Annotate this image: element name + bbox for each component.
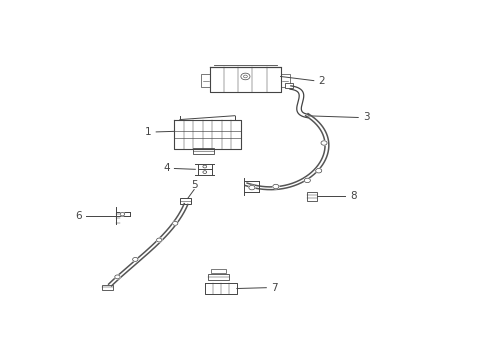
Text: 6: 6 (75, 211, 82, 221)
FancyBboxPatch shape (193, 148, 214, 154)
Text: 4: 4 (163, 163, 170, 174)
FancyBboxPatch shape (208, 274, 229, 280)
FancyBboxPatch shape (180, 198, 191, 204)
Circle shape (172, 221, 178, 225)
Circle shape (115, 275, 120, 279)
FancyBboxPatch shape (281, 75, 290, 87)
Text: 7: 7 (271, 283, 277, 293)
Circle shape (249, 185, 255, 190)
FancyBboxPatch shape (201, 75, 210, 87)
FancyBboxPatch shape (285, 83, 294, 87)
FancyBboxPatch shape (102, 285, 113, 291)
Circle shape (304, 178, 310, 183)
Text: 1: 1 (145, 127, 151, 137)
Text: 3: 3 (363, 112, 369, 122)
Circle shape (120, 212, 124, 216)
FancyBboxPatch shape (211, 269, 226, 273)
Text: 5: 5 (191, 180, 197, 190)
Text: 8: 8 (350, 191, 357, 201)
Circle shape (316, 168, 322, 173)
Circle shape (273, 184, 279, 189)
Circle shape (321, 141, 327, 145)
FancyBboxPatch shape (307, 192, 317, 201)
Circle shape (133, 257, 138, 261)
Circle shape (157, 238, 162, 242)
Text: 2: 2 (318, 76, 325, 86)
